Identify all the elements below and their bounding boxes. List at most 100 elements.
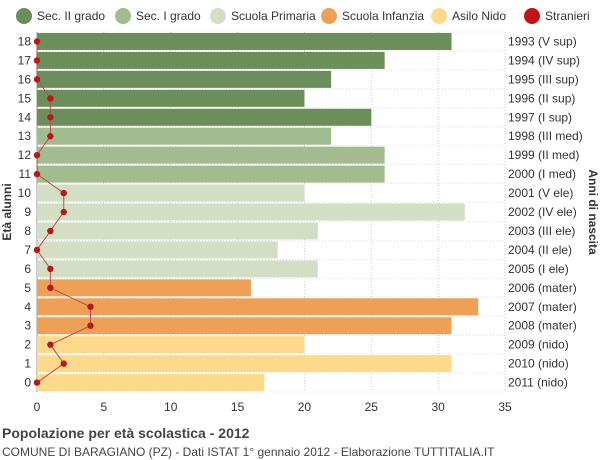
y-tick-label-age: 4 — [24, 300, 31, 314]
legend-label: Sec. I grado — [136, 9, 201, 23]
stranieri-point — [33, 246, 41, 254]
legend-item: Asilo Nido — [431, 4, 506, 28]
y-tick-label-age: 15 — [18, 91, 32, 105]
y-tick-label-age: 10 — [18, 186, 32, 200]
y-tick-label-age: 14 — [18, 110, 32, 124]
legend-swatch — [16, 8, 32, 24]
y-axis-title-right: Anni di nascita — [586, 169, 600, 255]
y-tick-label-age: 13 — [18, 129, 32, 143]
chart-title: Popolazione per età scolastica - 2012 — [2, 425, 250, 441]
legend-item: Scuola Primaria — [210, 4, 316, 28]
bar — [37, 260, 318, 278]
legend-swatch — [115, 8, 131, 24]
stranieri-point — [33, 76, 41, 83]
bar — [37, 336, 305, 354]
y-tick-label-year: 2000 (I med) — [508, 167, 576, 181]
bar — [37, 317, 452, 335]
stranieri-point — [87, 303, 94, 310]
y-tick-label-year: 2005 (I ele) — [508, 262, 569, 276]
y-tick-label-year: 2001 (V ele) — [508, 186, 573, 200]
bar — [37, 241, 278, 259]
bar — [37, 51, 385, 69]
legend-label: Stranieri — [545, 9, 590, 23]
legend-swatch — [210, 8, 226, 24]
x-tick-label: 15 — [231, 400, 245, 414]
y-axis-title-left: Età alunni — [0, 183, 14, 240]
legend-label: Scuola Infanzia — [342, 9, 425, 23]
stranieri-point — [60, 360, 67, 367]
y-tick-label-age: 16 — [18, 72, 32, 86]
y-tick-label-year: 2004 (II ele) — [508, 243, 572, 257]
legend-label: Sec. II grado — [37, 9, 106, 23]
stranieri-point — [60, 208, 67, 216]
y-tick-label-year: 1994 (IV sup) — [508, 53, 580, 67]
stranieri-point — [47, 133, 54, 140]
x-tick-label: 10 — [164, 400, 178, 414]
bar — [37, 184, 305, 202]
stranieri-point — [33, 38, 41, 45]
bar — [37, 222, 318, 240]
bar — [37, 355, 452, 373]
y-tick-label-year: 2008 (mater) — [508, 319, 577, 333]
y-tick-label-age: 3 — [24, 319, 31, 333]
y-tick-label-year: 1998 (III med) — [508, 129, 583, 143]
legend-item: Sec. I grado — [115, 4, 201, 28]
x-tick-label: 20 — [298, 400, 312, 414]
y-tick-label-year: 2002 (IV ele) — [508, 205, 577, 219]
legend-label: Scuola Primaria — [231, 9, 316, 23]
stranieri-point — [47, 227, 54, 235]
legend-item: Scuola Infanzia — [321, 4, 424, 28]
x-tick-label: 0 — [34, 400, 41, 414]
y-tick-label-year: 2003 (III ele) — [508, 224, 575, 238]
legend-label: Asilo Nido — [452, 9, 507, 23]
stranieri-point — [87, 322, 94, 329]
y-tick-label-year: 2007 (mater) — [508, 300, 577, 314]
y-tick-label-age: 8 — [24, 224, 31, 238]
bar — [37, 32, 452, 50]
y-tick-label-year: 1995 (III sup) — [508, 72, 579, 86]
bar — [37, 146, 385, 164]
stranieri-point — [47, 114, 54, 121]
legend-item: Stranieri — [524, 4, 590, 28]
bar — [37, 374, 265, 392]
chart-subtitle: COMUNE DI BARAGIANO (PZ) - Dati ISTAT 1°… — [2, 445, 495, 459]
stranieri-point — [33, 57, 41, 64]
legend-swatch — [321, 8, 337, 24]
stranieri-point — [60, 189, 67, 197]
y-tick-label-age: 11 — [19, 167, 32, 181]
x-tick-label: 30 — [431, 400, 445, 414]
legend-item: Sec. II grado — [16, 4, 105, 28]
y-tick-label-age: 1 — [24, 357, 31, 371]
stranieri-point — [47, 341, 54, 348]
y-tick-label-year: 1993 (V sup) — [508, 34, 577, 48]
bar — [37, 165, 385, 183]
bar — [37, 127, 332, 145]
y-tick-label-age: 2 — [24, 338, 31, 352]
y-tick-label-age: 18 — [18, 34, 32, 48]
y-tick-label-age: 7 — [24, 243, 31, 257]
bar — [37, 279, 251, 297]
stranieri-point — [33, 379, 41, 386]
y-tick-label-year: 2009 (nido) — [508, 338, 569, 352]
x-tick-label: 35 — [498, 400, 512, 414]
chart-legend: Sec. II grado Sec. I grado Scuola Primaria… — [0, 4, 600, 28]
bar — [37, 298, 479, 316]
x-tick-label: 5 — [101, 400, 108, 414]
bar — [37, 203, 465, 221]
stranieri-point — [33, 151, 41, 159]
y-tick-label-year: 1997 (I sup) — [508, 110, 572, 124]
y-tick-label-year: 1996 (II sup) — [508, 91, 575, 105]
y-tick-label-age: 12 — [18, 148, 32, 162]
y-tick-label-year: 2006 (mater) — [508, 281, 577, 295]
y-tick-label-age: 17 — [18, 53, 32, 67]
y-tick-label-age: 6 — [24, 262, 31, 276]
stranieri-point — [47, 284, 54, 292]
bar — [37, 70, 332, 88]
x-tick-label: 25 — [365, 400, 379, 414]
y-tick-label-year: 2011 (nido) — [508, 376, 568, 390]
legend-swatch — [431, 8, 447, 24]
bar — [37, 108, 372, 126]
stranieri-point — [33, 170, 41, 178]
y-tick-label-year: 2010 (nido) — [508, 357, 569, 371]
y-tick-label-age: 9 — [24, 205, 31, 219]
